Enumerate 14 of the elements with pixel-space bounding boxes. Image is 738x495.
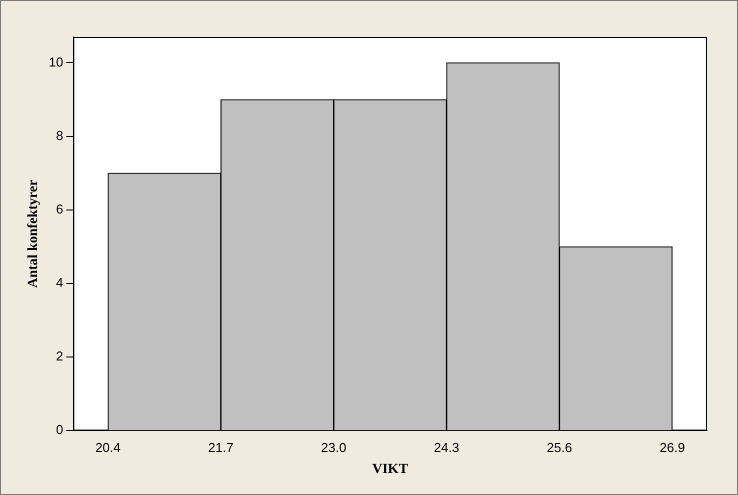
x-tick-label: 21.7	[208, 440, 234, 455]
y-tick-label: 2	[56, 348, 64, 364]
x-tick-label: 23.0	[321, 440, 346, 455]
y-tick-label: 8	[56, 128, 64, 143]
x-tick-label: 20.4	[95, 440, 121, 455]
x-tick-label: 24.3	[434, 440, 460, 455]
x-tick-label: 25.6	[546, 440, 572, 455]
y-tick-label: 6	[56, 201, 64, 216]
y-tick-label: 10	[48, 54, 64, 70]
y-tick-label: 4	[56, 275, 64, 290]
x-axis-title: VIKT	[372, 462, 409, 478]
y-axis-title: Antal konfektyrer	[26, 180, 42, 288]
y-tick-label: 0	[56, 422, 64, 438]
x-tick-label: 26.9	[660, 440, 685, 455]
